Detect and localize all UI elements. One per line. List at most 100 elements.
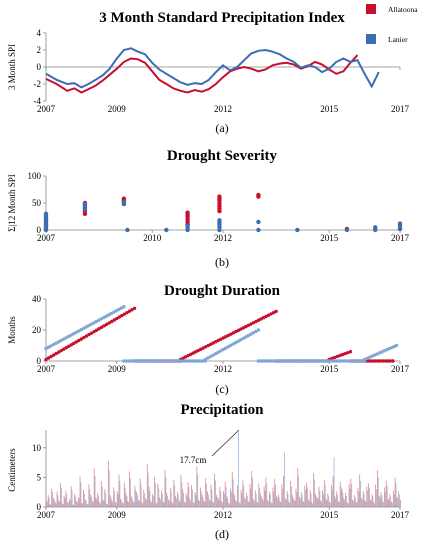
bar-lanier — [223, 493, 225, 507]
bar-allatoona — [299, 496, 300, 507]
bar-lanier — [257, 502, 259, 507]
bar-allatoona — [102, 499, 104, 507]
point-lanier — [167, 359, 172, 363]
bar-allatoona — [233, 493, 235, 507]
title-c: Drought Duration — [164, 283, 281, 299]
bar-lanier — [245, 499, 246, 507]
point-allatoona — [97, 327, 101, 331]
bar-lanier — [384, 491, 386, 507]
point-lanier — [82, 205, 88, 210]
point-lanier — [195, 359, 200, 363]
point-allatoona — [346, 350, 350, 355]
point-lanier — [216, 350, 220, 355]
bar-allatoona — [231, 472, 233, 507]
bar-lanier — [379, 498, 381, 507]
bar-allatoona — [242, 480, 244, 507]
bar-lanier — [105, 492, 107, 507]
point-allatoona — [89, 331, 94, 335]
point-allatoona — [191, 351, 195, 355]
bar-allatoona — [120, 498, 122, 507]
point-lanier — [147, 359, 152, 363]
bar-allatoona — [54, 502, 56, 507]
bar-allatoona — [134, 485, 136, 507]
bar-lanier — [399, 494, 400, 507]
point-lanier — [221, 347, 225, 352]
point-allatoona — [386, 359, 390, 363]
point-allatoona — [110, 319, 114, 324]
bar-allatoona — [164, 469, 166, 507]
bar-lanier — [369, 488, 370, 507]
point-lanier — [51, 342, 56, 347]
bar-lanier — [287, 493, 289, 507]
point-allatoona — [87, 332, 91, 337]
y-tick-label: 0 — [37, 225, 42, 235]
point-lanier — [82, 201, 88, 207]
point-lanier — [56, 340, 61, 344]
point-lanier — [340, 359, 344, 363]
bar-lanier — [108, 470, 110, 507]
bar-lanier — [236, 501, 238, 507]
bar-allatoona — [394, 477, 396, 507]
point-lanier — [218, 349, 223, 353]
bar-allatoona — [260, 493, 261, 507]
bar-allatoona — [123, 482, 125, 507]
bar-allatoona — [373, 502, 375, 507]
point-allatoona — [261, 316, 266, 320]
bar-lanier — [80, 482, 82, 507]
bar-lanier — [225, 486, 227, 507]
bar-lanier — [241, 493, 243, 507]
point-allatoona — [264, 314, 268, 319]
bar-allatoona — [122, 502, 123, 507]
bar-lanier — [386, 485, 388, 507]
bar-lanier — [337, 494, 338, 507]
annotation-leader — [211, 429, 240, 457]
bar-lanier — [299, 498, 301, 507]
y-tick-label: 10 — [32, 443, 42, 453]
x-tick-label: 2017 — [391, 104, 410, 114]
x-tick-label: 2009 — [108, 104, 127, 114]
bar-allatoona — [153, 476, 155, 507]
point-lanier — [256, 219, 261, 225]
point-allatoona — [256, 318, 261, 322]
bar-allatoona — [283, 475, 284, 507]
bar-allatoona — [284, 498, 286, 507]
point-lanier — [125, 227, 130, 233]
x-tick-label: 2017 — [391, 510, 410, 520]
point-lanier — [244, 335, 248, 339]
bar-allatoona — [148, 486, 150, 507]
bar-allatoona — [368, 483, 369, 507]
point-allatoona — [388, 359, 393, 363]
bar-lanier — [291, 486, 292, 507]
bar-allatoona — [341, 489, 343, 507]
bar-lanier — [321, 501, 323, 507]
bar-lanier — [303, 502, 305, 507]
ylabel-b: Σ|12 Month SPI — [7, 174, 17, 232]
bar-allatoona — [277, 494, 279, 507]
bar-lanier — [315, 496, 317, 507]
point-allatoona — [366, 359, 370, 363]
point-allatoona — [121, 196, 127, 201]
bar-lanier — [292, 497, 294, 507]
bar-allatoona — [208, 499, 210, 507]
point-allatoona — [46, 356, 51, 360]
bar-lanier — [160, 499, 161, 507]
bar-allatoona — [63, 495, 65, 507]
bar-lanier — [114, 491, 115, 507]
bar-allatoona — [309, 489, 311, 507]
point-allatoona — [343, 351, 347, 356]
point-lanier — [317, 359, 321, 363]
y-tick-label: 0 — [37, 62, 42, 72]
series-line-allatoona — [45, 54, 359, 94]
point-lanier — [43, 211, 49, 216]
bar-allatoona — [267, 499, 269, 507]
bar-lanier — [200, 491, 202, 507]
bar-allatoona — [70, 486, 72, 507]
point-lanier — [97, 318, 101, 322]
bar-allatoona — [339, 482, 341, 507]
bar-lanier — [119, 480, 121, 507]
point-allatoona — [84, 334, 89, 338]
bar-allatoona — [382, 501, 384, 507]
point-lanier — [394, 343, 399, 348]
bar-allatoona — [145, 498, 146, 507]
